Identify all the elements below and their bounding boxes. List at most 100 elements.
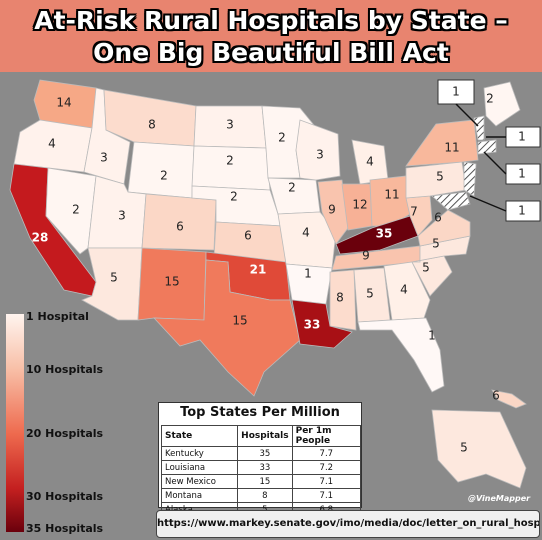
state-MO — [277, 211, 337, 269]
label-KY: 35 — [376, 227, 393, 241]
state-VT — [473, 115, 485, 141]
label-CA: 28 — [32, 231, 49, 245]
label-HI: 6 — [492, 389, 500, 403]
state-IL — [317, 179, 349, 245]
label-SD: 2 — [226, 154, 234, 168]
state-MD — [431, 191, 471, 211]
label-AR: 1 — [304, 267, 312, 281]
label-AK: 5 — [460, 441, 468, 455]
label-FL: 1 — [428, 329, 436, 343]
label-ID: 3 — [100, 151, 108, 165]
label-IL: 9 — [328, 203, 336, 217]
label-MI: 4 — [366, 155, 374, 169]
label-IA: 2 — [288, 181, 296, 195]
label-TN: 9 — [362, 249, 370, 263]
callout-2-label: 1 — [518, 130, 526, 144]
label-UT: 3 — [118, 209, 126, 223]
label-NV: 2 — [72, 203, 80, 217]
cell-state: Kentucky — [160, 446, 239, 461]
state-MS — [329, 269, 357, 331]
legend-color-scale — [6, 314, 24, 532]
label-VA: 6 — [434, 211, 442, 225]
title-line-1: At-Risk Rural Hospitals by State – — [34, 6, 508, 35]
label-SC: 5 — [422, 261, 430, 275]
state-CT — [477, 139, 497, 155]
state-NJ — [463, 161, 477, 197]
cell-per-million: 7.2 — [291, 460, 362, 475]
label-ND: 3 — [226, 118, 234, 132]
state-GA — [383, 261, 431, 321]
state-NV — [45, 167, 97, 255]
table-row: New Mexico 15 7.1 — [160, 474, 362, 489]
label-ME: 2 — [486, 92, 494, 106]
legend-label-20: 20 Hospitals — [26, 427, 104, 440]
label-MT: 8 — [148, 118, 156, 132]
label-IN: 12 — [352, 198, 367, 212]
callouts: 1 1 1 1 — [437, 79, 541, 222]
cell-per-million: 7.1 — [291, 488, 362, 503]
label-TX: 15 — [232, 314, 247, 328]
cell-state: Montana — [160, 488, 239, 503]
table-row: Kentucky 35 7.7 — [160, 446, 362, 461]
label-LA: 33 — [304, 318, 321, 332]
state-TX — [153, 259, 301, 397]
credit-handle: @VineMapper — [468, 494, 531, 503]
state-AK — [431, 409, 527, 489]
table-header-row: State Hospitals Per 1m People — [160, 425, 362, 447]
cell-hospitals: 35 — [237, 446, 293, 461]
label-WI: 3 — [316, 148, 324, 162]
label-WY: 2 — [160, 169, 168, 183]
us-map: 1 1 1 1 14 4 28 2 3 8 2 3 5 6 15 3 2 2 6… — [9, 79, 541, 489]
state-LA — [291, 299, 353, 349]
title-banner: At-Risk Rural Hospitals by State – One B… — [0, 0, 542, 72]
label-MN: 2 — [278, 131, 286, 145]
cell-per-million: 7.1 — [291, 474, 362, 489]
label-OR: 4 — [48, 137, 56, 151]
callout-3-label: 1 — [518, 167, 526, 181]
legend-label-1: 1 Hospital — [26, 310, 89, 323]
top-states-table: Top States Per Million State Hospitals P… — [158, 402, 362, 517]
table-row: Louisiana 33 7.2 — [160, 460, 362, 475]
header-per-million: Per 1m People — [291, 425, 362, 447]
label-NY: 11 — [444, 141, 459, 155]
label-WA: 14 — [56, 96, 71, 110]
label-NE: 2 — [230, 190, 238, 204]
state-FL — [357, 317, 445, 393]
callout-4-label: 1 — [518, 204, 526, 218]
label-GA: 4 — [400, 283, 408, 297]
label-AZ: 5 — [110, 271, 118, 285]
data-table: State Hospitals Per 1m People Kentucky 3… — [160, 425, 362, 517]
state-HI — [491, 389, 527, 409]
cell-state: Louisiana — [160, 460, 239, 475]
label-MO: 4 — [302, 226, 310, 240]
legend-label-10: 10 Hospitals — [26, 363, 104, 376]
cell-state: New Mexico — [160, 474, 239, 489]
source-url[interactable]: https://www.markey.senate.gov/imo/media/… — [156, 510, 540, 538]
label-AL: 5 — [366, 287, 374, 301]
title-line-2: One Big Beautiful Bill Act — [93, 38, 449, 67]
cell-hospitals: 15 — [237, 474, 293, 489]
label-WV: 7 — [410, 205, 418, 219]
label-KS: 6 — [244, 229, 252, 243]
label-NM: 15 — [164, 275, 179, 289]
state-NY — [405, 119, 479, 167]
cell-per-million: 7.7 — [291, 446, 362, 461]
label-PA: 5 — [436, 170, 444, 184]
label-OK: 21 — [250, 263, 267, 277]
state-WI — [295, 119, 341, 181]
header-state: State — [160, 425, 239, 447]
label-NC: 5 — [432, 237, 440, 251]
callout-1-label: 1 — [452, 85, 460, 99]
label-OH: 11 — [384, 188, 399, 202]
table-row: Montana 8 7.1 — [160, 488, 362, 503]
label-CO: 6 — [176, 220, 184, 234]
label-MS: 8 — [336, 291, 344, 305]
state-ME — [483, 81, 521, 127]
header-hospitals: Hospitals — [237, 425, 293, 447]
table-title: Top States Per Million — [180, 405, 340, 420]
cell-hospitals: 8 — [237, 488, 293, 503]
legend-label-30: 30 Hospitals — [26, 490, 104, 503]
cell-hospitals: 33 — [237, 460, 293, 475]
legend-label-35: 35 Hospitals — [26, 522, 104, 535]
state-VA — [417, 209, 471, 247]
